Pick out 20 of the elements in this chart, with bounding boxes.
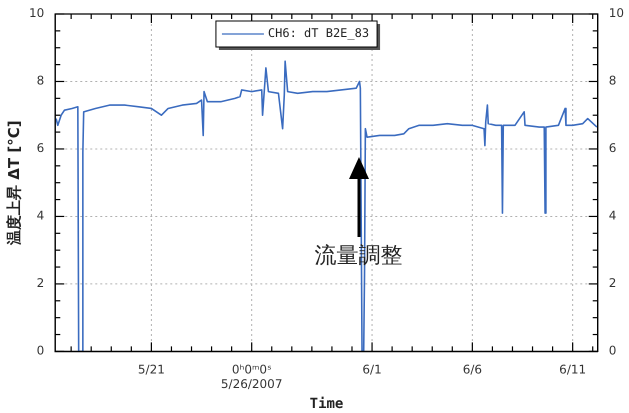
x-tick-label: 6/11 (559, 362, 586, 377)
y-axis-title: 温度上昇 ΔT [°C] (4, 120, 23, 246)
x-tick-label: 6/6 (462, 362, 482, 377)
y2-tick-label: 4 (608, 208, 616, 223)
y2-tick-label: 8 (608, 74, 616, 88)
x-axis-title: Time (310, 396, 344, 412)
y-tick-label: 0 (36, 344, 44, 358)
y-tick-label: 10 (28, 6, 44, 20)
y2-tick-label: 10 (608, 6, 624, 20)
x-tick-label: 0ʰ0ᵐ0ˢ 5/26/2007 (220, 362, 282, 392)
y-tick-label: 6 (36, 141, 44, 156)
legend-label: CH6: dT B2E_83 (268, 26, 370, 40)
x-tick-label: 5/21 (138, 362, 165, 377)
y2-tick-label: 0 (608, 344, 616, 358)
y-tick-label: 4 (36, 208, 44, 223)
y2-tick-label: 2 (608, 276, 616, 290)
y2-tick-label: 6 (608, 141, 616, 156)
x-tick-label: 6/1 (362, 362, 382, 377)
y-tick-label: 2 (36, 276, 44, 290)
y-tick-label: 8 (36, 74, 44, 88)
